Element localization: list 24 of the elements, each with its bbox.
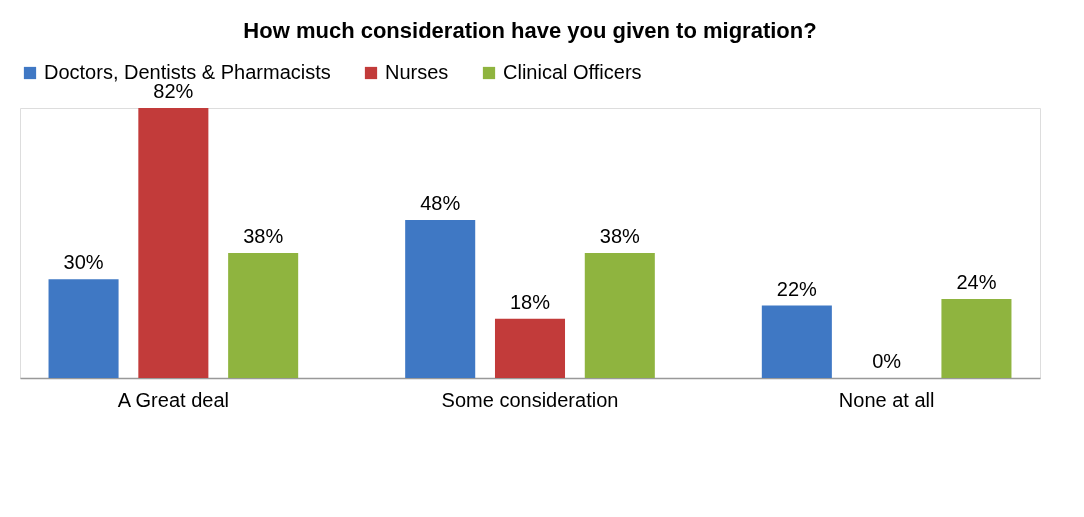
bar <box>138 108 209 378</box>
x-tick-label: None at all <box>838 388 935 411</box>
data-label: 0% <box>872 350 902 372</box>
x-tick-label: Some consideration <box>441 388 619 411</box>
bar <box>405 219 476 378</box>
legend-label: Nurses <box>385 61 449 83</box>
bar <box>494 318 566 378</box>
bar <box>941 298 1012 378</box>
data-label: 82% <box>153 80 194 102</box>
data-label: 48% <box>420 191 461 214</box>
data-label: 18% <box>509 290 551 313</box>
x-tick-label: A Great deal <box>117 388 229 411</box>
legend-label: Doctors, Dentists & Pharmacists <box>44 61 331 83</box>
data-label: 22% <box>776 277 818 300</box>
chart-title: How much consideration have you given to migration? <box>243 18 817 43</box>
legend-label: Clinical Officers <box>503 61 642 83</box>
data-label: 30% <box>63 251 104 274</box>
bar <box>228 252 299 378</box>
bar <box>761 305 832 378</box>
bar <box>48 279 119 378</box>
data-label: 24% <box>956 270 997 293</box>
data-label: 38% <box>243 224 284 247</box>
data-label: 38% <box>599 224 641 247</box>
bar <box>584 252 655 378</box>
